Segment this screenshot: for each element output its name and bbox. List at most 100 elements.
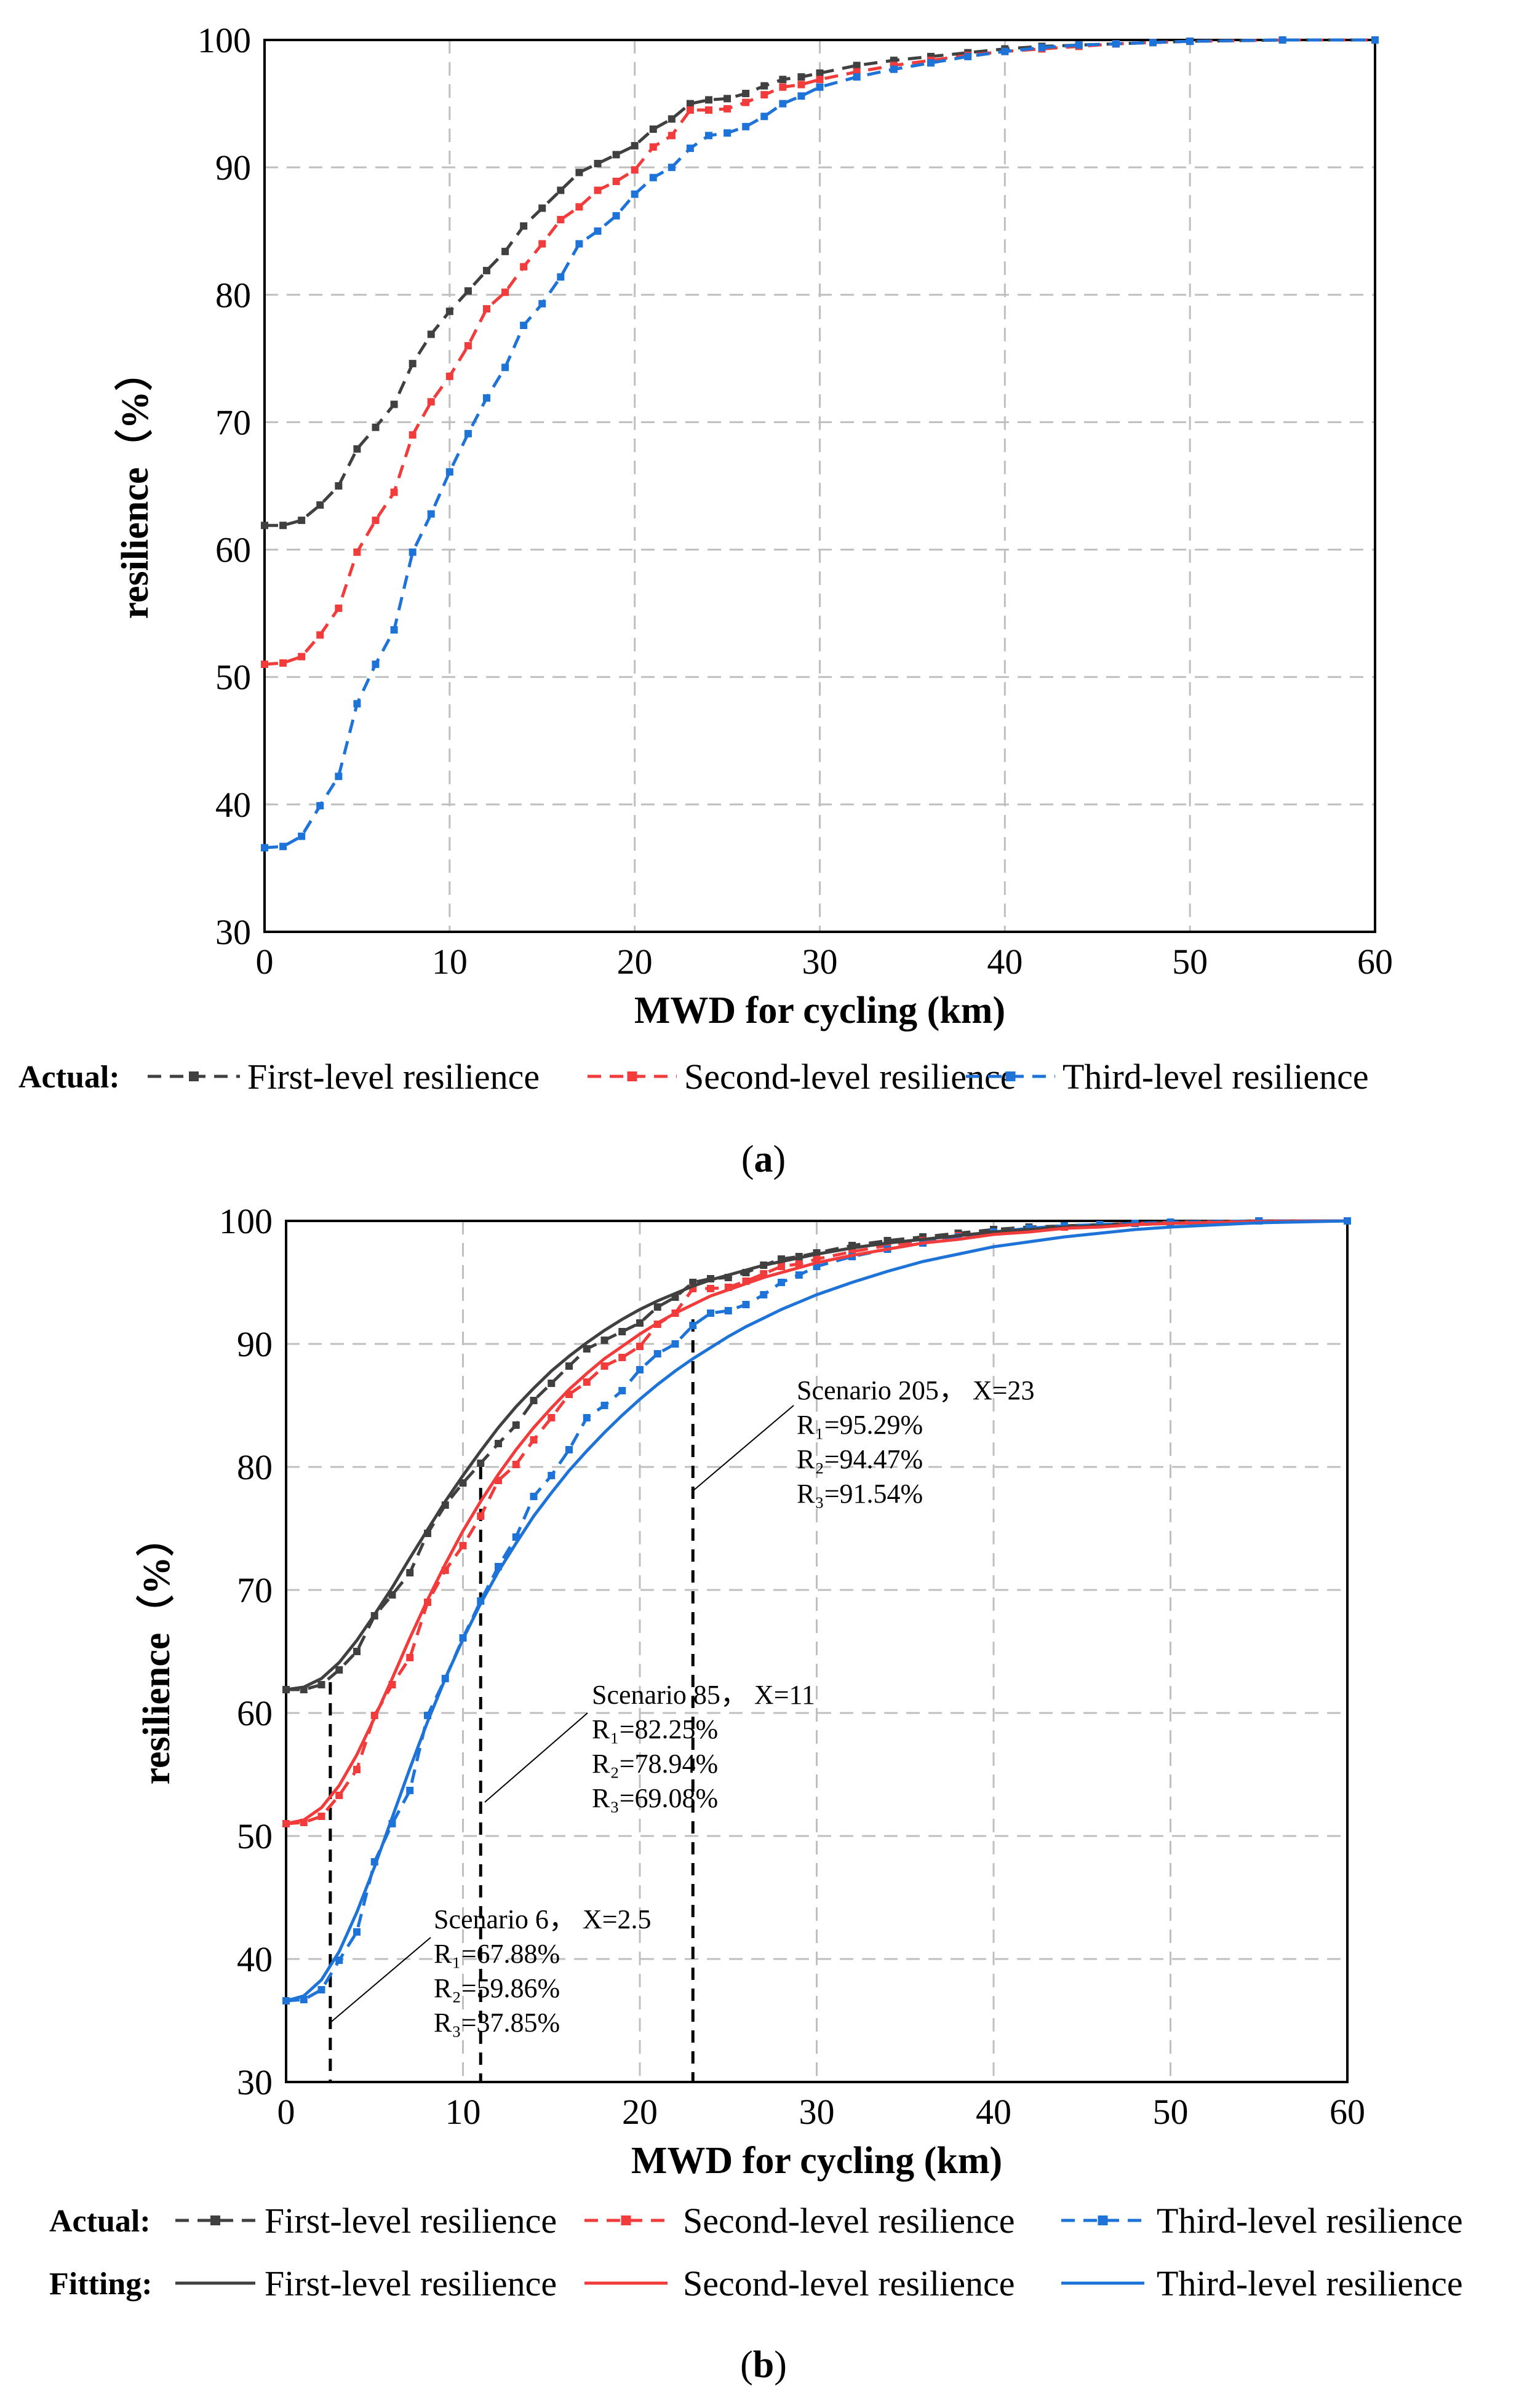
fitting-line bbox=[285, 1219, 1348, 2003]
data-point bbox=[557, 273, 565, 281]
data-point bbox=[797, 92, 805, 100]
x-tick-label: 40 bbox=[976, 2092, 1011, 2132]
data-point bbox=[583, 1345, 591, 1353]
data-point bbox=[600, 1362, 608, 1370]
x-tick-label: 50 bbox=[1153, 2092, 1189, 2132]
data-point bbox=[742, 90, 750, 97]
data-point bbox=[853, 62, 861, 70]
legend-label: First-level resilience bbox=[265, 2263, 557, 2303]
data-point bbox=[742, 1301, 750, 1308]
leader-line bbox=[484, 1712, 588, 1803]
data-point bbox=[406, 1787, 414, 1794]
data-point bbox=[705, 96, 712, 104]
data-point bbox=[390, 488, 398, 496]
y-axis-title: resilience（%） bbox=[135, 1519, 178, 1785]
panel-label: (a) bbox=[741, 1138, 786, 1180]
y-tick-label: 40 bbox=[237, 1939, 273, 1979]
data-point bbox=[742, 122, 750, 130]
data-point bbox=[317, 1681, 325, 1688]
data-point bbox=[279, 522, 287, 530]
data-point bbox=[459, 1542, 467, 1549]
data-point bbox=[335, 482, 343, 490]
data-point bbox=[760, 91, 768, 99]
legend-swatch-marker bbox=[627, 1071, 637, 1081]
legend-heading: Fitting: bbox=[49, 2267, 153, 2302]
data-point bbox=[612, 151, 620, 159]
data-point bbox=[705, 106, 712, 114]
data-point bbox=[636, 1366, 644, 1373]
data-point bbox=[778, 1263, 785, 1270]
data-point bbox=[353, 548, 361, 556]
data-point bbox=[261, 844, 268, 852]
legend-swatch-marker bbox=[1098, 2215, 1108, 2225]
panel-letter: a bbox=[754, 1138, 773, 1180]
data-point bbox=[707, 1309, 714, 1317]
legend-heading: Actual: bbox=[18, 1060, 120, 1095]
data-point bbox=[406, 1569, 414, 1576]
scenario-title: Scenario 6， X=2.5 bbox=[434, 1904, 652, 1934]
x-tick-label: 0 bbox=[277, 2092, 295, 2132]
data-point bbox=[636, 1343, 644, 1350]
x-tick-label: 30 bbox=[799, 2092, 835, 2132]
data-point bbox=[707, 1285, 714, 1292]
r3-value: R₃=37.85% bbox=[434, 2008, 560, 2038]
data-point bbox=[464, 287, 472, 295]
plot-frame bbox=[285, 1220, 1349, 2083]
y-tick-label: 90 bbox=[237, 1324, 273, 1364]
data-point bbox=[353, 1648, 361, 1655]
data-point bbox=[409, 548, 417, 556]
data-point bbox=[557, 216, 565, 224]
fitting-line bbox=[285, 1219, 1348, 1826]
y-tick-label: 30 bbox=[215, 912, 251, 952]
x-tick-label: 60 bbox=[1330, 2092, 1365, 2132]
data-point bbox=[671, 1340, 679, 1348]
data-point bbox=[335, 1792, 343, 1799]
data-point bbox=[317, 1813, 325, 1820]
legend-label: Third-level resilience bbox=[1157, 2201, 1463, 2241]
panel-a: 0 10 20 30 40 50 60 30 40 50 60 70 80 90 100 MWD for cy… bbox=[18, 20, 1393, 1180]
data-point bbox=[649, 125, 657, 133]
data-point bbox=[778, 1279, 785, 1286]
data-point bbox=[649, 143, 657, 151]
data-point bbox=[565, 1362, 573, 1370]
y-tick-label: 100 bbox=[197, 20, 251, 60]
y-tick-label: 70 bbox=[215, 402, 251, 442]
data-point bbox=[1186, 38, 1194, 46]
data-point bbox=[797, 81, 805, 89]
y-tick-label: 100 bbox=[219, 1201, 273, 1241]
data-point bbox=[760, 113, 768, 121]
panel-letter: b bbox=[753, 2344, 774, 2386]
data-point bbox=[816, 69, 824, 77]
data-point bbox=[612, 212, 620, 220]
data-point bbox=[279, 843, 287, 851]
scenario-title: Scenario 85， X=11 bbox=[592, 1680, 815, 1710]
data-point bbox=[631, 141, 639, 149]
x-axis-title: MWD for cycling (km) bbox=[634, 990, 1005, 1031]
x-tick-label: 10 bbox=[445, 2092, 481, 2132]
data-point bbox=[575, 169, 583, 177]
data-point bbox=[594, 159, 602, 167]
data-point bbox=[501, 364, 509, 372]
data-point bbox=[668, 164, 676, 172]
data-point bbox=[298, 653, 306, 661]
data-point bbox=[261, 661, 268, 668]
data-point bbox=[530, 1436, 538, 1444]
series-third-fitting bbox=[285, 1219, 1348, 2003]
data-point bbox=[445, 308, 453, 316]
data-point bbox=[724, 95, 732, 103]
data-point bbox=[1112, 40, 1120, 48]
data-point bbox=[427, 510, 435, 518]
data-point bbox=[464, 430, 472, 438]
data-point bbox=[512, 1421, 520, 1429]
data-point bbox=[520, 222, 528, 230]
data-point bbox=[548, 1414, 556, 1421]
series-first-fitting bbox=[285, 1219, 1348, 1691]
r2-value: R₂=78.94% bbox=[592, 1749, 718, 1779]
scenario-title: Scenario 205， X=23 bbox=[797, 1375, 1035, 1405]
data-point bbox=[724, 1307, 732, 1314]
data-point bbox=[618, 1328, 626, 1335]
legend-label: First-level resilience bbox=[247, 1057, 540, 1097]
y-tick-label: 60 bbox=[215, 530, 251, 570]
legend-swatch-marker bbox=[189, 1071, 199, 1081]
y-tick-label: 50 bbox=[215, 658, 251, 697]
